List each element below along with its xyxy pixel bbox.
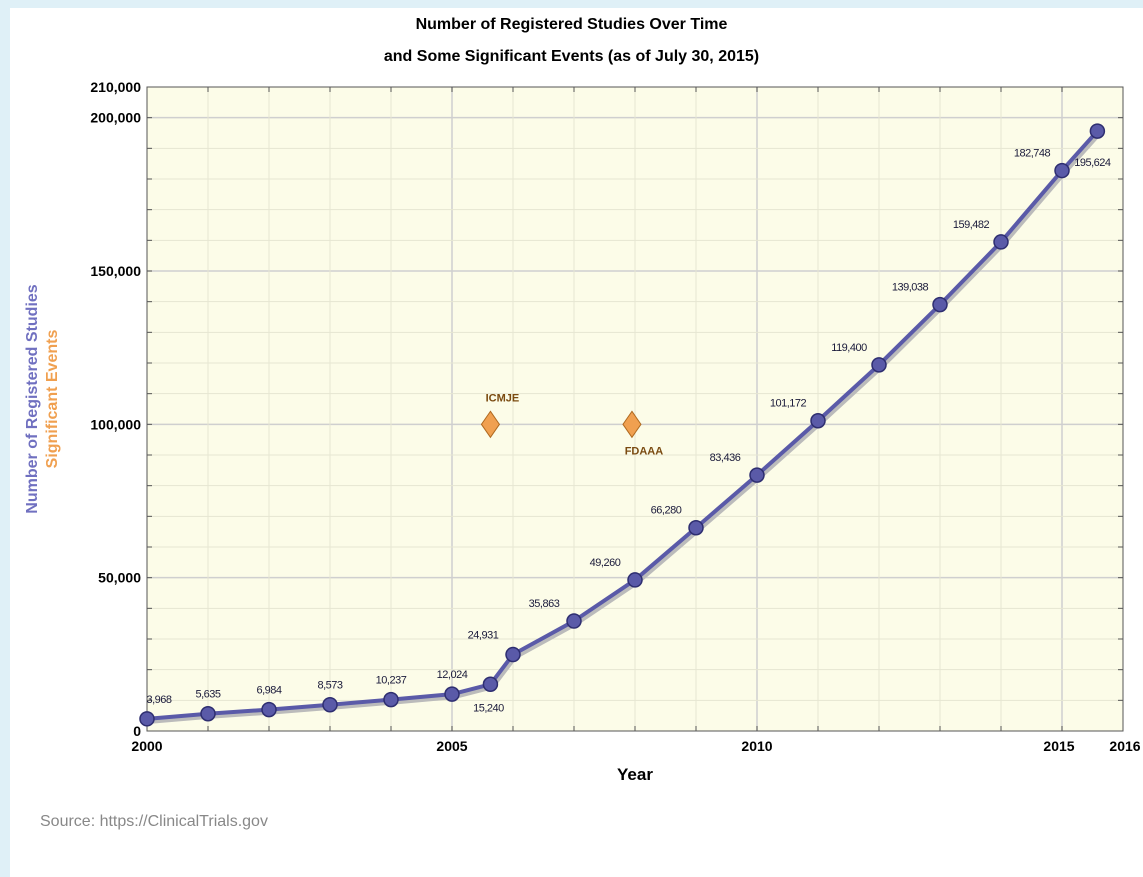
data-point [383,691,399,708]
x-axis-label: Year [617,765,653,784]
source-text: Source: https://ClinicalTrials.gov [40,813,268,830]
y-tick-label: 0 [133,723,141,739]
data-point [932,296,948,313]
chart-title-line-1: Number of Registered Studies Over Time [415,16,728,33]
x-tick-label: 2015 [1043,738,1074,754]
data-point [749,467,765,483]
data-label: 159,482 [953,219,990,231]
data-label: 8,573 [317,680,342,692]
data-label: 10,237 [376,675,407,687]
x-tick-label: 2016 [1109,738,1140,754]
data-point [261,701,277,718]
data-point [688,519,704,536]
data-label: 5,635 [195,689,220,701]
data-label: 49,260 [590,557,621,569]
x-tick-label: 2010 [741,738,772,754]
series-line [146,129,1099,721]
data-label: 35,863 [529,598,560,610]
data-label: 182,748 [1014,148,1051,160]
data-label: 24,931 [468,630,499,642]
data-label: 6,984 [256,685,281,697]
data-label: 119,400 [831,342,867,354]
y-tick-label: 150,000 [90,263,141,279]
data-label: 15,240 [473,702,504,714]
data-point [993,234,1009,250]
data-label: 83,436 [710,452,741,464]
data-point [505,646,521,663]
data-point [200,705,216,722]
data-point [1089,123,1106,139]
data-point [482,676,499,693]
data-label: 195,624 [1074,157,1111,169]
data-label: 12,024 [437,669,468,681]
data-point [627,572,643,588]
data-point [566,613,582,629]
x-tick-label: 2000 [131,738,162,754]
event-label: ICMJE [486,392,520,404]
data-point [1054,162,1070,179]
y-tick-label: 210,000 [90,79,141,95]
y-tick-label: 50,000 [98,570,141,586]
data-label: 101,172 [770,398,807,410]
data-point [322,696,338,713]
data-label: 3,968 [146,694,171,706]
data-label: 139,038 [892,282,929,294]
event-label: FDAAA [625,445,664,457]
event-marker [480,410,501,439]
y-tick-label: 200,000 [90,110,141,126]
y-axis-label-events: Significant Events [44,330,61,469]
series-line-shadow [148,132,1101,724]
x-tick-label: 2005 [436,738,467,754]
event-marker [622,410,642,439]
plot-border [146,86,1124,732]
data-point [139,711,155,727]
y-axis-label: Number of Registered Studies [24,284,41,513]
data-point [810,412,826,429]
y-tick-label: 100,000 [90,416,141,432]
data-point [444,686,460,702]
data-point [871,357,887,373]
chart-title-line-2: and Some Significant Events (as of July … [383,48,760,65]
data-label: 66,280 [651,505,682,517]
